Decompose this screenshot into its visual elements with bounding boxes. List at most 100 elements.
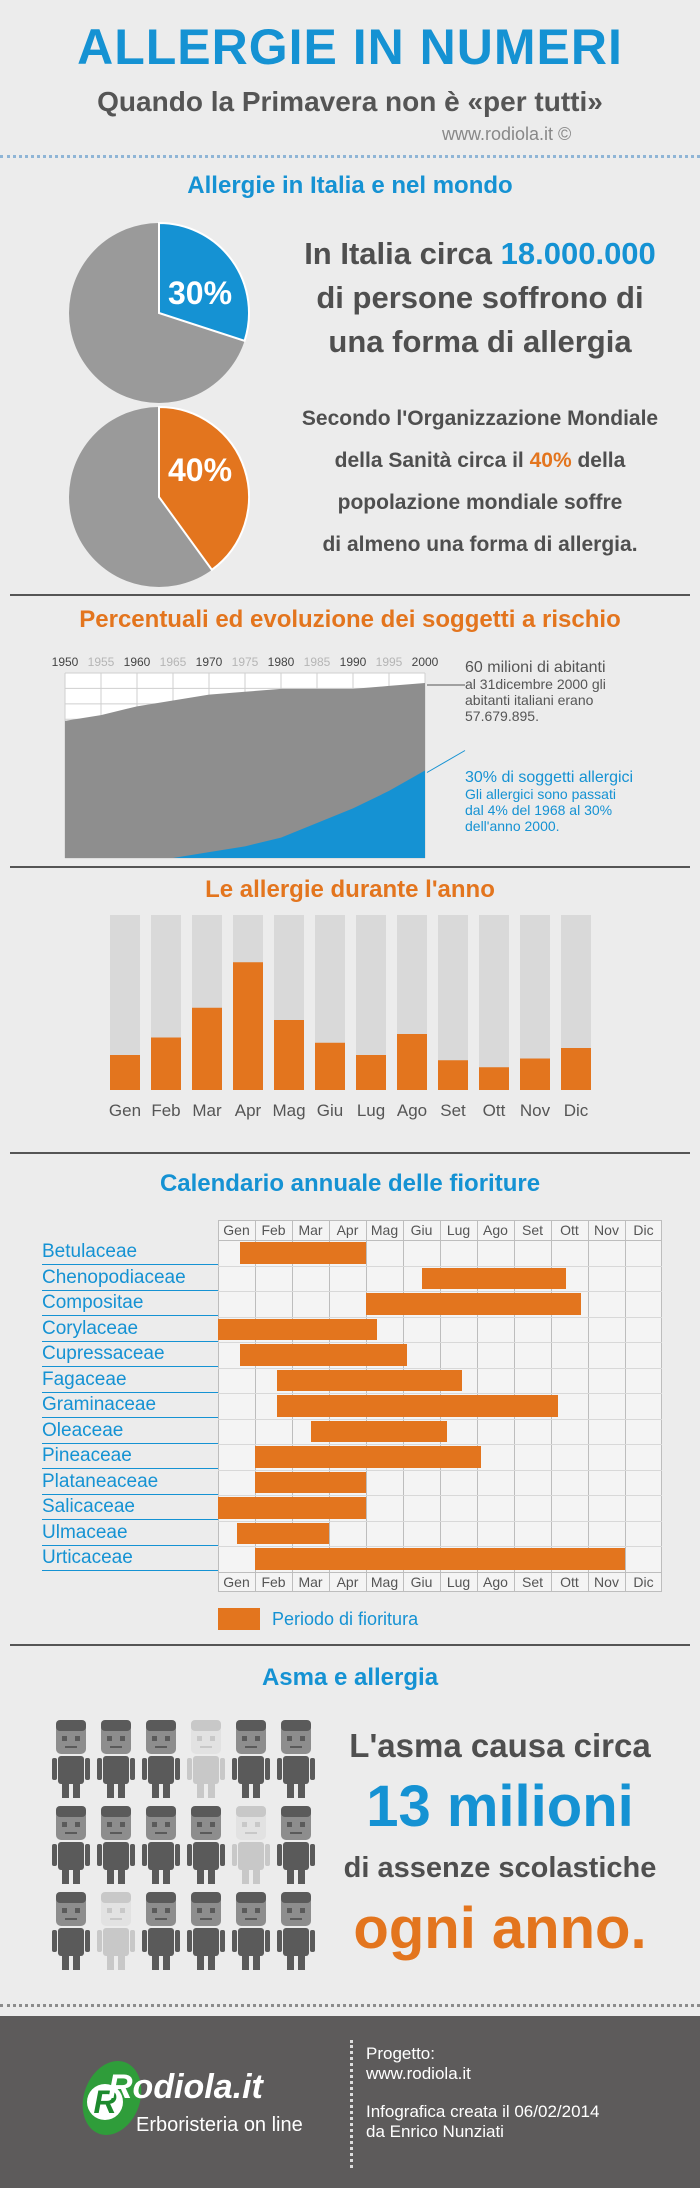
divider xyxy=(10,1152,690,1154)
year-tick-label: 1995 xyxy=(376,655,403,669)
plant-label: Oleaceae xyxy=(42,1419,218,1444)
calendar-gridline xyxy=(218,1546,662,1547)
footer-project-link[interactable]: www.rodiola.it xyxy=(366,2064,471,2083)
flowering-bar xyxy=(255,1471,366,1493)
calendar-month-label: Set xyxy=(521,1573,543,1590)
bar-gen xyxy=(110,1055,140,1090)
asthma-line-2: 13 milioni xyxy=(366,1774,634,1839)
page-subtitle: Quando la Primavera non è «per tutti» xyxy=(97,86,603,117)
bar-ago xyxy=(397,1034,427,1090)
calendar-month-label: Apr xyxy=(336,1222,359,1238)
svg-text:R: R xyxy=(93,2084,116,2120)
child-figure-icon xyxy=(52,1720,90,1798)
divider xyxy=(10,594,690,596)
section-heading: Percentuali ed evoluzione dei soggetti a… xyxy=(79,606,621,633)
note-population: 60 milioni di abitanti al 31dicembre 200… xyxy=(465,660,690,725)
calendar-gridline xyxy=(218,1393,662,1394)
plant-label: Cupressaceae xyxy=(42,1342,218,1367)
italy-text: In Italia circa 18.000.000 di persone so… xyxy=(270,232,690,364)
world-line-2: della Sanità circa il 40% della xyxy=(334,449,626,472)
month-label: Dic xyxy=(564,1101,589,1120)
child-figure-icon xyxy=(232,1720,270,1798)
child-figure-absent-icon xyxy=(187,1720,225,1798)
pie-world: 40% xyxy=(69,406,250,587)
calendar-gridline xyxy=(218,1469,662,1471)
pie-world-label: 40% xyxy=(168,452,232,488)
bar-lug xyxy=(356,1055,386,1090)
italy-count: 18.000.000 xyxy=(500,236,656,271)
plant-label: Plataneaceae xyxy=(42,1470,218,1495)
bar-giu xyxy=(315,1042,345,1090)
flowering-bar xyxy=(310,1420,448,1442)
section-heading: Asma e allergia xyxy=(261,1664,439,1691)
month-label: Mar xyxy=(192,1101,222,1120)
flowering-bar xyxy=(218,1318,378,1340)
bar-nov xyxy=(520,1058,550,1090)
month-label: Mag xyxy=(272,1101,305,1120)
calendar-month-label: Feb xyxy=(261,1222,286,1238)
italy-line-3: una forma di allergia xyxy=(328,324,632,359)
divider xyxy=(0,2004,700,2007)
calendar-month-label: Dic xyxy=(633,1222,654,1238)
bar-mar xyxy=(192,1007,222,1090)
year-tick-label: 1955 xyxy=(88,655,115,669)
figure-grid xyxy=(50,1718,340,1978)
asthma-line-3: di assenze scolastiche xyxy=(343,1852,657,1884)
month-label: Ott xyxy=(483,1101,506,1120)
plant-label: Pineaceae xyxy=(42,1444,218,1469)
child-figure-icon xyxy=(97,1806,135,1884)
calendar-month-label: Ott xyxy=(560,1222,579,1238)
calendar-month-label: Ago xyxy=(483,1573,508,1590)
flowering-calendar: Gen Feb Mar Apr Mag Giu Lug Ago Set Ott Nov Dic Gen F… xyxy=(42,1220,662,1592)
child-figure-absent-icon xyxy=(232,1806,270,1884)
legend-label: Periodo di fioritura xyxy=(272,1609,419,1629)
section-heading: Allergie in Italia e nel mondo xyxy=(187,172,513,199)
year-tick-label: 1960 xyxy=(124,655,151,669)
footer-divider xyxy=(350,2040,353,2168)
asthma-line-1: L'asma causa circa xyxy=(349,1727,651,1764)
flowering-bar xyxy=(366,1293,581,1315)
plant-label: Corylaceae xyxy=(42,1317,218,1342)
calendar-month-label: Lug xyxy=(446,1222,471,1238)
child-figure-icon xyxy=(52,1806,90,1884)
footer-credits: Progetto: www.rodiola.it Infografica cre… xyxy=(366,2044,600,2141)
area-chart: 1950 1955 1960 1965 1970 1975 1980 1985 1990 1995… xyxy=(52,655,466,859)
world-line-1: Secondo l'Organizzazione Mondiale xyxy=(301,407,659,430)
world-line-4: di almeno una forma di allergia. xyxy=(322,533,638,556)
child-figure-icon xyxy=(277,1892,315,1970)
plant-label: Betulaceae xyxy=(42,1240,218,1265)
calendar-gridline xyxy=(218,1316,662,1318)
month-label: Lug xyxy=(357,1101,385,1120)
child-figure-icon xyxy=(187,1806,225,1884)
calendar-gridline xyxy=(218,1571,662,1573)
calendar-gridline xyxy=(625,1220,626,1592)
month-label: Giu xyxy=(317,1101,343,1120)
calendar-month-label: Feb xyxy=(261,1573,286,1590)
page-title: ALLERGIE IN NUMERI xyxy=(77,19,623,75)
note-leader xyxy=(426,750,466,773)
child-figure-icon xyxy=(142,1806,180,1884)
flowering-bar xyxy=(421,1267,566,1289)
note-allergic-title: 30% di soggetti allergici xyxy=(465,769,634,786)
flowering-bar xyxy=(240,1242,366,1264)
asthma-text: L'asma causa circa 13 milioni di assenze… xyxy=(330,1720,670,1964)
plant-label: Urticaceae xyxy=(42,1546,218,1571)
calendar-month-label: Dic xyxy=(633,1573,654,1590)
note-allergic: 30% di soggetti allergici Gli allergici … xyxy=(465,769,690,835)
legend-swatch xyxy=(218,1608,260,1630)
calendar-gridline xyxy=(588,1220,589,1592)
child-figure-icon xyxy=(232,1892,270,1970)
calendar-month-label: Mar xyxy=(298,1222,323,1238)
plant-label: Ulmaceae xyxy=(42,1521,218,1546)
child-figure-icon xyxy=(142,1720,180,1798)
year-tick-label: 1950 xyxy=(52,655,79,669)
year-tick-label: 1985 xyxy=(304,655,331,669)
calendar-month-label: Nov xyxy=(594,1222,619,1238)
bar-background xyxy=(479,915,509,1090)
rodiola-leaf-icon: R xyxy=(82,2061,142,2135)
bar-apr xyxy=(233,962,263,1090)
calendar-gridline xyxy=(218,1291,662,1292)
footer-logo[interactable]: Rodiola.it xyxy=(108,2068,263,2106)
plant-label: Chenopodiaceae xyxy=(42,1266,218,1291)
child-figure-icon xyxy=(187,1892,225,1970)
